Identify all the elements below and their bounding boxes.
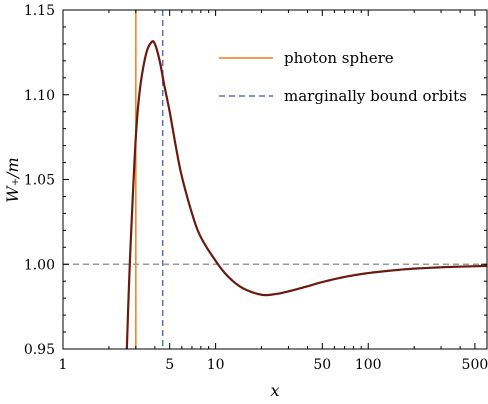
- x-tick-label: 1: [59, 357, 68, 373]
- y-axis-label: W₊/m: [3, 157, 22, 202]
- x-axis-label: x: [270, 381, 279, 400]
- y-tick-label: 1.00: [24, 257, 55, 273]
- x-tick-label: 10: [207, 357, 225, 373]
- legend-label-1: marginally bound orbits: [284, 87, 467, 105]
- x-tick-label: 100: [355, 357, 382, 373]
- x-tick-label: 5: [165, 357, 174, 373]
- series-group: [125, 40, 487, 349]
- reference-lines: [63, 10, 487, 349]
- ticks: 1 5 10 50 100 500 0.95 1.00 1.05 1.10 1.15: [24, 3, 488, 373]
- x-tick-label: 500: [462, 357, 488, 373]
- y-tick-label: 1.05: [24, 173, 55, 189]
- y-tick-label: 1.15: [24, 3, 55, 19]
- legend: photon sphere marginally bound orbits: [219, 49, 467, 105]
- legend-label-0: photon sphere: [284, 49, 394, 67]
- x-tick-label: 50: [313, 357, 331, 373]
- series-line-0: [125, 40, 487, 349]
- plot-frame: [62, 9, 488, 350]
- y-tick-label: 0.95: [24, 342, 55, 358]
- y-tick-label: 1.10: [24, 88, 55, 104]
